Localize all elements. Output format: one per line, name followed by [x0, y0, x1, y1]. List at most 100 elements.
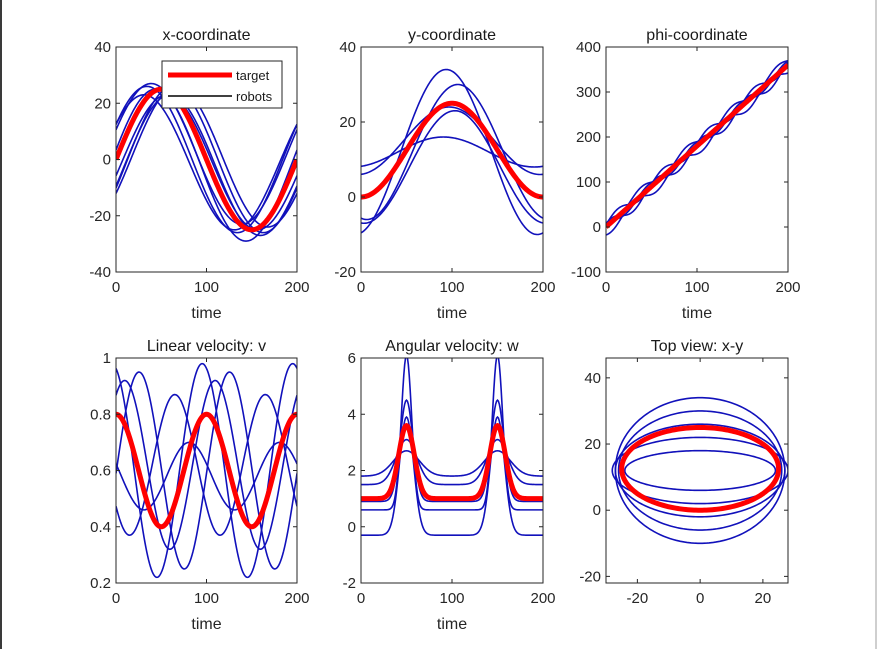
target-series-xy — [619, 424, 782, 513]
y-tick-label: 40 — [339, 39, 356, 56]
x-axis-label-y: time — [437, 305, 467, 322]
x-tick-label: 200 — [530, 279, 555, 296]
robot-series-x-6 — [116, 94, 297, 231]
y-tick-label: 1 — [103, 350, 111, 367]
y-tick-label: 0 — [103, 152, 111, 169]
plot-area-y — [361, 47, 543, 272]
x-tick-label: 0 — [602, 279, 610, 296]
y-tick-label: 40 — [584, 370, 601, 387]
y-tick-label: 0.2 — [90, 575, 111, 592]
legend-label-target: target — [236, 68, 270, 83]
y-tick-label: -20 — [89, 208, 111, 225]
x-tick-label: 0 — [112, 279, 120, 296]
x-tick-label: 100 — [194, 279, 219, 296]
robot-series-xy-2 — [617, 410, 783, 531]
y-tick-label: 0 — [348, 519, 356, 536]
x-tick-label: 100 — [439, 279, 464, 296]
robot-series-x-2 — [116, 85, 297, 234]
subplot-title-v: Linear velocity: v — [147, 338, 266, 355]
y-tick-label: 400 — [576, 39, 601, 56]
x-tick-label: 0 — [112, 590, 120, 607]
robot-series-v-5 — [116, 371, 297, 570]
y-tick-label: 20 — [339, 114, 356, 131]
subplot-title-y: y-coordinate — [408, 27, 496, 44]
y-tick-label: 20 — [94, 95, 111, 112]
y-tick-label: 0 — [593, 219, 601, 236]
y-tick-label: -20 — [334, 264, 356, 281]
window-right-edge — [875, 0, 877, 649]
robot-series-xy-5 — [624, 449, 777, 492]
x-tick-label: 200 — [775, 279, 800, 296]
y-tick-label: -20 — [579, 568, 601, 585]
x-tick-label: 0 — [357, 279, 365, 296]
x-axis-label-w: time — [437, 616, 467, 633]
robot-series-y-5 — [361, 109, 543, 225]
robot-series-w-3 — [361, 450, 543, 477]
subplot-title-phi: phi-coordinate — [646, 27, 748, 44]
y-tick-label: 2 — [348, 463, 356, 480]
x-axis-label-x: time — [191, 305, 221, 322]
y-tick-label: 100 — [576, 174, 601, 191]
y-tick-label: 0.6 — [90, 463, 111, 480]
subplot-title-x: x-coordinate — [162, 27, 250, 44]
x-tick-label: -20 — [627, 590, 649, 607]
robot-series-xy-1 — [614, 396, 786, 545]
axes-box-xy — [605, 357, 789, 584]
x-tick-label: 100 — [439, 590, 464, 607]
robot-series-y-4 — [361, 106, 543, 176]
legend-box — [161, 60, 283, 109]
y-tick-label: 0 — [348, 189, 356, 206]
robot-series-x-7 — [116, 85, 297, 234]
robot-series-x-8 — [116, 94, 297, 237]
robot-series-w-1 — [361, 358, 543, 511]
robot-series-v-3 — [116, 441, 297, 511]
x-tick-label: 200 — [284, 279, 309, 296]
target-series-v — [116, 411, 297, 530]
target-series-phi — [606, 63, 788, 229]
robot-series-w-5 — [361, 415, 543, 536]
y-tick-label: 300 — [576, 84, 601, 101]
x-tick-label: 100 — [194, 590, 219, 607]
plot-area-xy — [606, 358, 788, 583]
x-tick-label: 100 — [684, 279, 709, 296]
robot-series-w-2 — [361, 438, 543, 486]
subplot-title-w: Angular velocity: w — [385, 338, 519, 355]
target-series-y — [361, 100, 543, 200]
y-tick-label: -2 — [343, 575, 356, 592]
y-tick-label: 0.4 — [90, 519, 111, 536]
y-tick-label: 0.8 — [90, 406, 111, 423]
subplot-xy: 40 20 0 -20 -20 0 20 Top view: x-y — [579, 338, 789, 607]
y-tick-label: 200 — [576, 129, 601, 146]
legend: target robots — [161, 60, 283, 109]
robot-series-y-1 — [361, 68, 543, 236]
target-series-w — [361, 423, 543, 502]
y-tick-label: -100 — [571, 264, 601, 281]
y-tick-label: 6 — [348, 350, 356, 367]
y-tick-label: 20 — [584, 436, 601, 453]
robot-series-w-4 — [361, 399, 543, 503]
plot-area-w — [361, 358, 543, 583]
x-axis-label-phi: time — [682, 305, 712, 322]
plot-area-phi — [606, 47, 788, 272]
x-tick-label: 20 — [755, 590, 772, 607]
x-tick-label: 200 — [284, 590, 309, 607]
x-tick-label: 200 — [530, 590, 555, 607]
y-tick-label: 4 — [348, 406, 356, 423]
subplot-v: 1 0.8 0.6 0.4 0.20 100 200 Linear velocity: v ti… — [90, 338, 309, 633]
y-tick-label: -40 — [89, 264, 111, 281]
legend-label-robots: robots — [236, 89, 273, 104]
y-tick-label: 0 — [593, 502, 601, 519]
window-left-edge — [0, 0, 2, 649]
x-axis-label-v: time — [191, 616, 221, 633]
x-tick-label: 0 — [696, 590, 704, 607]
robot-series-xy-3 — [614, 423, 786, 518]
subplot-title-xy: Top view: x-y — [651, 338, 743, 355]
target-series-x — [116, 86, 297, 233]
y-tick-label: 40 — [94, 39, 111, 56]
x-tick-label: 0 — [357, 590, 365, 607]
